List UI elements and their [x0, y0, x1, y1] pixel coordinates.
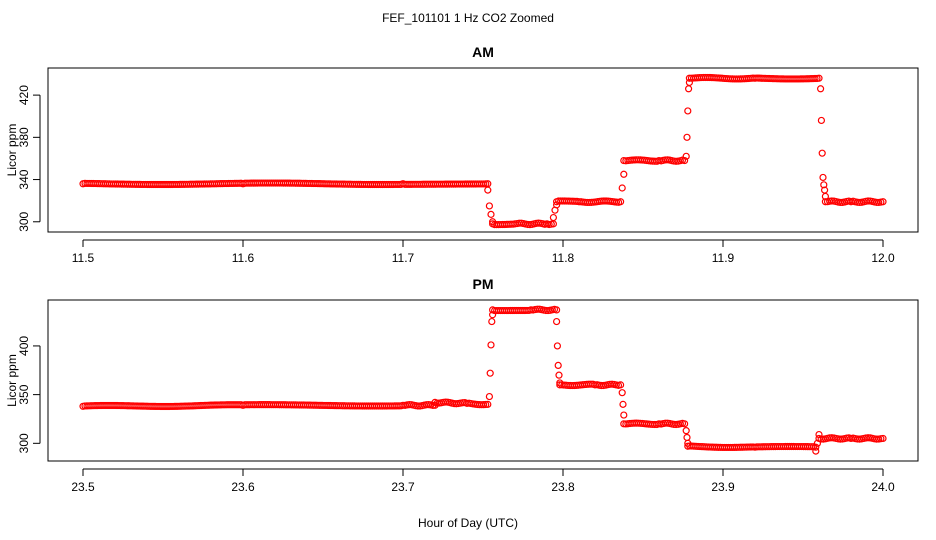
x-tick-label: 23.6	[231, 480, 255, 494]
data-point	[818, 149, 826, 157]
data-point	[549, 213, 558, 222]
data-point	[685, 78, 694, 87]
data-point	[684, 107, 692, 115]
data-point	[620, 411, 628, 419]
data-point	[812, 447, 820, 455]
x-tick-label: 12.0	[871, 251, 895, 265]
plot-frame	[47, 67, 919, 233]
data-point	[487, 341, 495, 349]
series-points	[79, 73, 887, 229]
plot-frame	[47, 299, 919, 462]
figure-title: FEF_101101 1 Hz CO2 Zoomed	[382, 11, 554, 25]
x-tick-label: 11.8	[552, 251, 575, 265]
data-point	[616, 198, 625, 206]
y-tick-label: 300	[17, 211, 31, 231]
x-tick-label: 11.7	[392, 251, 415, 265]
data-point	[552, 201, 561, 209]
x-tick-label: 23.9	[711, 480, 735, 494]
y-axis-title: Licor ppm	[5, 354, 19, 407]
data-point	[813, 439, 822, 447]
panel-title: AM	[472, 44, 494, 60]
data-point	[486, 369, 494, 377]
data-point	[816, 85, 825, 93]
panel-pm: PM Licor ppm 23.5 23.6 23.7 23.8 23.9 24.0 300 35…	[5, 276, 919, 494]
data-point	[487, 210, 495, 218]
data-point	[817, 116, 826, 125]
data-point	[485, 392, 493, 401]
data-point	[682, 427, 690, 435]
x-tick-label: 11.5	[72, 251, 95, 265]
x-tick-label: 11.6	[232, 251, 255, 265]
x-tick-label: 23.8	[551, 480, 575, 494]
data-point	[484, 186, 492, 194]
data-point	[489, 311, 497, 319]
x-axis-title: Hour of Day (UTC)	[418, 516, 518, 530]
data-point	[680, 420, 689, 428]
y-tick-label: 380	[17, 127, 31, 147]
data-point	[488, 317, 496, 326]
data-point	[619, 400, 627, 408]
y-tick-label: 350	[17, 384, 31, 404]
y-tick-label: 420	[17, 85, 31, 105]
y-tick-label: 300	[17, 433, 31, 453]
data-point	[553, 342, 562, 350]
data-point	[620, 170, 628, 178]
data-point	[485, 202, 493, 210]
series-points	[79, 305, 887, 455]
data-point	[879, 434, 887, 443]
data-point	[552, 317, 561, 326]
data-point	[616, 381, 625, 389]
data-point	[682, 152, 690, 160]
panel-title: PM	[473, 276, 494, 292]
data-point	[552, 306, 561, 314]
data-point	[819, 173, 827, 182]
data-point	[812, 443, 820, 451]
x-tick-label: 24.0	[871, 480, 895, 494]
data-point	[480, 180, 488, 188]
data-point	[555, 371, 563, 379]
data-point	[683, 433, 691, 442]
data-point	[815, 74, 823, 82]
x-tick-label: 11.9	[712, 251, 735, 265]
data-point	[484, 400, 492, 408]
x-tick-label: 23.7	[391, 480, 415, 494]
data-point	[618, 184, 626, 192]
y-tick-label: 340	[17, 169, 31, 189]
panel-am: AM Licor ppm 11.5 11.6 11.7 11.8 11.9 12.0 300 34…	[5, 44, 919, 265]
x-tick-label: 23.5	[71, 480, 95, 494]
y-axis-title: Licor ppm	[5, 124, 19, 177]
data-point	[554, 361, 562, 370]
data-point	[680, 156, 689, 165]
data-point	[820, 181, 828, 189]
data-point	[684, 85, 693, 93]
data-point	[879, 198, 887, 206]
data-point	[683, 133, 691, 141]
data-point	[618, 389, 626, 397]
y-tick-label: 400	[17, 336, 31, 356]
